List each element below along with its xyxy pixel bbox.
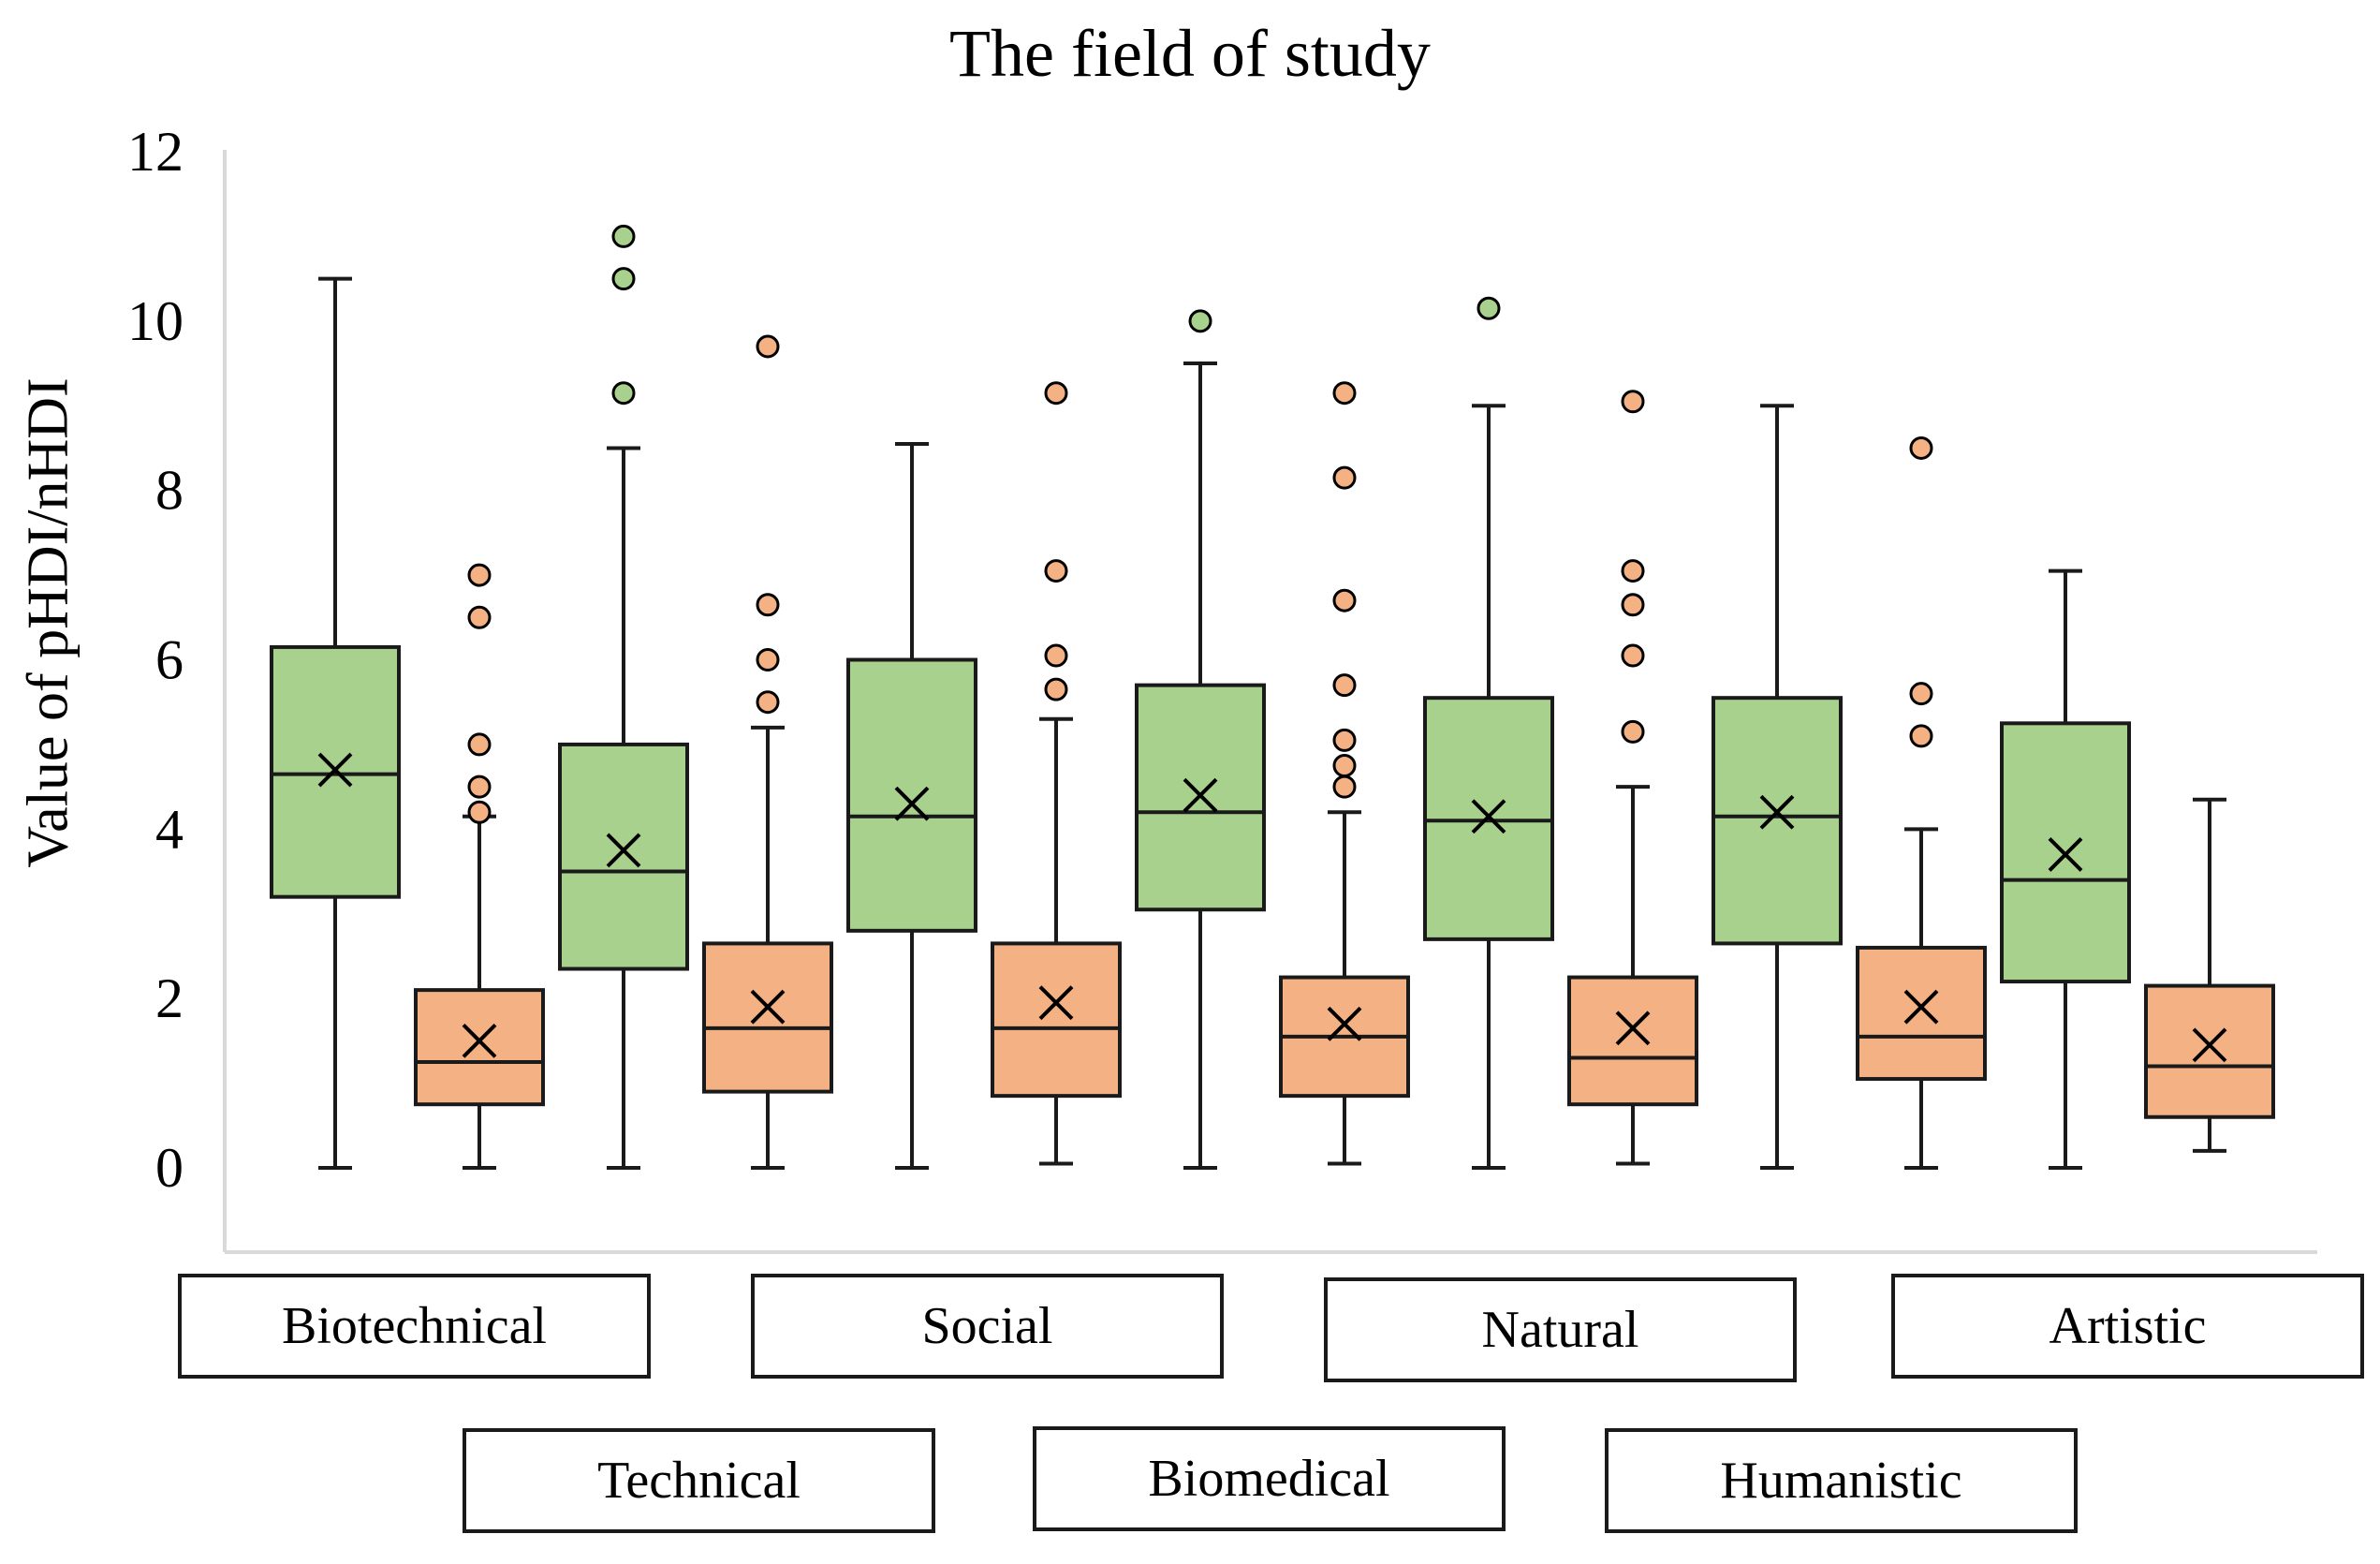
outlier-point	[1044, 643, 1068, 668]
box-iqr	[558, 742, 689, 971]
outlier-point	[1476, 296, 1501, 320]
chart-title: The field of study	[949, 16, 1431, 91]
category-label-artistic: Artistic	[1891, 1274, 2364, 1379]
category-label-biotechnical: Biotechnical	[178, 1274, 651, 1379]
y-tick-label: 2	[155, 967, 184, 1029]
mean-marker	[462, 1023, 497, 1058]
outlier-point	[1621, 559, 1645, 583]
category-label-technical: Technical	[463, 1428, 935, 1533]
box-iqr	[414, 988, 545, 1107]
outlier-point	[1909, 724, 1933, 748]
axes	[223, 150, 2317, 1254]
mean-marker	[2192, 1027, 2227, 1063]
box-artistic-green	[2000, 568, 2131, 1170]
mean-marker	[1038, 985, 1074, 1021]
box-natural-green	[1423, 296, 1554, 1170]
box-iqr	[1567, 975, 1698, 1107]
mean-marker	[750, 989, 786, 1025]
mean-marker	[606, 833, 641, 868]
box-biomedical-green	[1135, 309, 1266, 1170]
outlier-point	[467, 775, 492, 799]
box-social-green	[846, 441, 977, 1170]
category-label-social: Social	[751, 1274, 1224, 1379]
box-iqr	[1712, 696, 1843, 946]
outlier-point	[1621, 390, 1645, 414]
y-tick-label: 12	[127, 121, 184, 183]
outlier-point	[467, 800, 492, 824]
outlier-point	[1909, 682, 1933, 706]
y-tick-label: 8	[155, 460, 184, 522]
outlier-point	[1332, 381, 1357, 406]
y-tick-label: 6	[155, 629, 184, 691]
outlier-point	[1332, 728, 1357, 752]
outlier-point	[1621, 719, 1645, 744]
box-iqr	[846, 657, 977, 933]
box-social-orange	[991, 381, 1122, 1166]
box-iqr	[1135, 683, 1266, 912]
box-biotechnical-green	[270, 276, 401, 1170]
outlier-point	[1044, 381, 1068, 406]
box-technical-orange	[702, 334, 833, 1170]
box-humanistic-orange	[1856, 435, 1987, 1170]
y-tick-label: 10	[127, 290, 184, 352]
outlier-point	[1909, 435, 1933, 460]
box-humanistic-green	[1712, 404, 1843, 1170]
y-tick-label: 4	[155, 798, 184, 860]
mean-marker	[1327, 1006, 1362, 1041]
mean-marker	[1615, 1011, 1651, 1046]
outlier-point	[1621, 593, 1645, 617]
mean-marker	[1183, 777, 1218, 813]
outlier-point	[611, 381, 636, 406]
category-label-natural: Natural	[1324, 1277, 1797, 1382]
outlier-point	[1621, 643, 1645, 668]
box-natural-orange	[1567, 390, 1698, 1166]
mean-marker	[2048, 837, 2083, 872]
outlier-point	[467, 605, 492, 629]
outlier-point	[1332, 465, 1357, 490]
outlier-point	[1332, 588, 1357, 612]
box-technical-green	[558, 224, 689, 1170]
box-biomedical-orange	[1279, 381, 1410, 1166]
outlier-point	[756, 648, 780, 671]
outlier-point	[1044, 559, 1068, 583]
boxes	[270, 224, 2275, 1170]
mean-marker	[894, 786, 930, 821]
mean-marker	[317, 752, 353, 788]
outlier-point	[1332, 673, 1357, 698]
box-iqr	[991, 941, 1122, 1099]
box-iqr	[702, 941, 833, 1094]
outlier-point	[1332, 775, 1357, 799]
mean-marker	[1471, 799, 1506, 834]
outlier-point	[611, 224, 636, 248]
category-label-humanistic: Humanistic	[1605, 1428, 2078, 1533]
outlier-point	[1188, 309, 1212, 333]
mean-marker	[1759, 794, 1795, 830]
outlier-point	[1044, 677, 1068, 701]
outlier-point	[611, 267, 636, 291]
mean-marker	[1903, 989, 1939, 1025]
box-iqr	[1856, 945, 1987, 1082]
outlier-point	[756, 593, 780, 617]
outlier-point	[756, 334, 780, 359]
outlier-point	[467, 732, 492, 757]
y-tick-label: 0	[155, 1137, 184, 1199]
box-artistic-orange	[2144, 797, 2275, 1153]
outlier-point	[1332, 754, 1357, 778]
box-biotechnical-orange	[414, 563, 545, 1170]
outlier-point	[756, 690, 780, 715]
category-label-biomedical: Biomedical	[1033, 1426, 1506, 1531]
y-tick-labels: 0 2 4 6 8 10 12	[127, 121, 184, 1199]
outlier-point	[467, 563, 492, 587]
box-iqr	[2144, 983, 2275, 1119]
